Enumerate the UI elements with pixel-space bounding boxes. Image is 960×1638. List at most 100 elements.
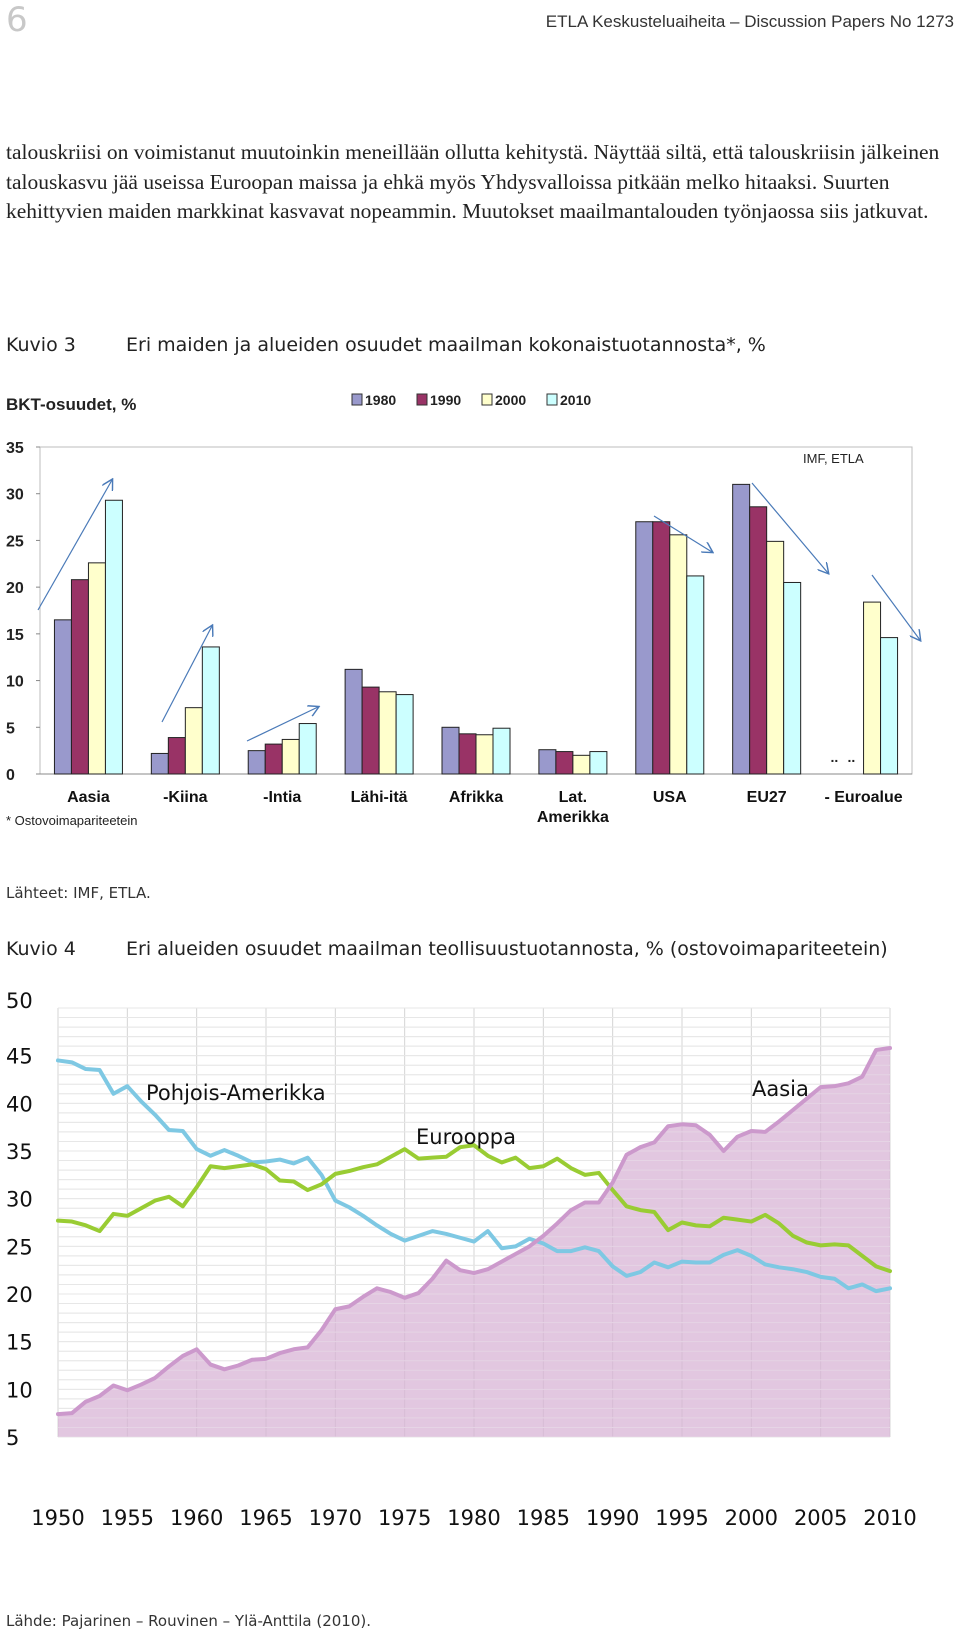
x-tick-label: 1960	[170, 1506, 223, 1530]
bar-1990	[70, 579, 89, 775]
x-tick-label: 1985	[517, 1506, 570, 1530]
figure3-source: Lähteet: IMF, ETLA.	[6, 884, 151, 902]
legend-label-1990: 1990	[430, 392, 461, 408]
y-tick-label: 5	[6, 720, 15, 737]
asia-area	[58, 1048, 890, 1437]
y-tick-label: 15	[6, 1331, 33, 1355]
series-line-Eurooppa	[56, 1143, 892, 1274]
bar-2000	[766, 540, 785, 775]
bar-1980	[53, 619, 72, 775]
legend-swatch-2000	[481, 393, 493, 406]
bar-2010	[201, 646, 220, 775]
bar-1980	[344, 668, 363, 775]
bar-1980	[441, 726, 460, 775]
figure4-source: Lähde: Pajarinen – Rouvinen – Ylä-Anttil…	[6, 1612, 371, 1630]
figure4-title: Eri alueiden osuudet maailman teollisuus…	[126, 938, 888, 960]
missing-value-marker: ..	[848, 749, 856, 765]
legend-label-2000: 2000	[495, 392, 526, 408]
bar-2000	[572, 754, 591, 775]
y-tick-label: 20	[6, 1283, 33, 1307]
bar-2010	[395, 694, 414, 775]
x-tick-label: 1970	[309, 1506, 362, 1530]
bar-2000	[475, 734, 494, 775]
bar-1980	[635, 521, 654, 775]
trend-arrow	[161, 626, 212, 723]
bar-2010	[686, 575, 705, 775]
missing-value-marker: ..	[831, 749, 839, 765]
bar-1990	[652, 521, 671, 775]
legend-label-2010: 2010	[560, 392, 591, 408]
figure3-heading: Kuvio 3 Eri maiden ja alueiden osuudet m…	[6, 334, 956, 356]
x-tick-label: 2000	[725, 1506, 778, 1530]
bar-2010	[589, 751, 608, 775]
legend-swatch-2010	[546, 393, 558, 406]
x-tick-label: 1980	[447, 1506, 500, 1530]
category-label: EU27	[747, 789, 787, 806]
y-tick-label: 25	[6, 533, 24, 550]
category-label: Amerikka	[537, 809, 609, 826]
bar-1980	[732, 483, 751, 775]
bar-1990	[458, 733, 477, 775]
category-label: Lähi-itä	[351, 789, 408, 806]
category-label: Afrikka	[449, 789, 503, 806]
bar-1980	[247, 750, 266, 775]
bar-1990	[555, 751, 574, 775]
y-tick-label: 30	[6, 487, 24, 504]
bar-2000	[863, 601, 882, 775]
figure3-number: Kuvio 3	[6, 334, 76, 356]
bar-2010	[492, 727, 511, 775]
bar-1980	[150, 752, 169, 775]
bar-2010	[298, 723, 317, 775]
trend-arrow	[37, 480, 112, 611]
bar-2000	[378, 691, 397, 775]
category-label: -Kiina	[163, 789, 208, 806]
legend-swatch-1990	[416, 393, 428, 406]
y-tick-label: 50	[6, 989, 33, 1013]
series-label-Aasia: Aasia	[752, 1077, 809, 1101]
y-tick-label: 25	[6, 1235, 33, 1259]
x-tick-label: 1995	[655, 1506, 708, 1530]
series-line-Pohjois-Amerikka	[56, 1058, 892, 1294]
bar-2000	[669, 534, 688, 775]
y-tick-label: 40	[6, 1092, 33, 1116]
bar-1990	[167, 737, 186, 775]
chart-footnote: * Ostovoimapariteetein	[6, 813, 138, 828]
y-tick-label: 45	[6, 1045, 33, 1069]
legend-swatch-1980	[351, 393, 363, 406]
y-tick-label: 35	[6, 1140, 33, 1164]
category-label: Aasia	[67, 789, 110, 806]
x-tick-label: 2010	[863, 1506, 916, 1530]
series-label-Pohjois-Amerikka: Pohjois-Amerikka	[146, 1081, 326, 1105]
trend-arrow	[653, 515, 712, 552]
x-tick-label: 1990	[586, 1506, 639, 1530]
trend-arrow	[871, 574, 920, 640]
category-label: Lat.	[559, 789, 587, 806]
x-tick-label: 1975	[378, 1506, 431, 1530]
bar-1990	[361, 686, 380, 775]
trend-arrow	[751, 482, 828, 573]
figure3-bar-chart: BKT-osuudet, % 1980 1990 2000 2010 0 5 10 15 20 25…	[6, 392, 960, 828]
legend-label-1980: 1980	[365, 392, 396, 408]
bar-1990	[264, 743, 283, 775]
x-tick-label: 2005	[794, 1506, 847, 1530]
figure4-number: Kuvio 4	[6, 938, 76, 960]
bar-2000	[87, 562, 106, 775]
figure3-title: Eri maiden ja alueiden osuudet maailman …	[126, 334, 766, 356]
y-tick-label: 10	[6, 674, 24, 691]
series-line-Aasia	[56, 1046, 892, 1417]
bar-2010	[104, 499, 123, 775]
category-label: USA	[653, 789, 687, 806]
y-tick-label: 5	[6, 1426, 19, 1450]
series-label-Eurooppa: Eurooppa	[416, 1125, 516, 1149]
y-tick-label: 10	[6, 1378, 33, 1402]
category-label: - Euroalue	[824, 789, 902, 806]
bar-2000	[281, 738, 300, 775]
x-tick-label: 1965	[239, 1506, 292, 1530]
bar-2010	[783, 581, 802, 775]
running-head: ETLA Keskusteluaiheita – Discussion Pape…	[545, 12, 954, 31]
y-tick-label: 0	[6, 767, 15, 784]
trend-arrow	[246, 707, 318, 742]
bar-2010	[880, 637, 899, 775]
category-label: -Intia	[263, 789, 301, 806]
bar-2000	[184, 707, 203, 775]
